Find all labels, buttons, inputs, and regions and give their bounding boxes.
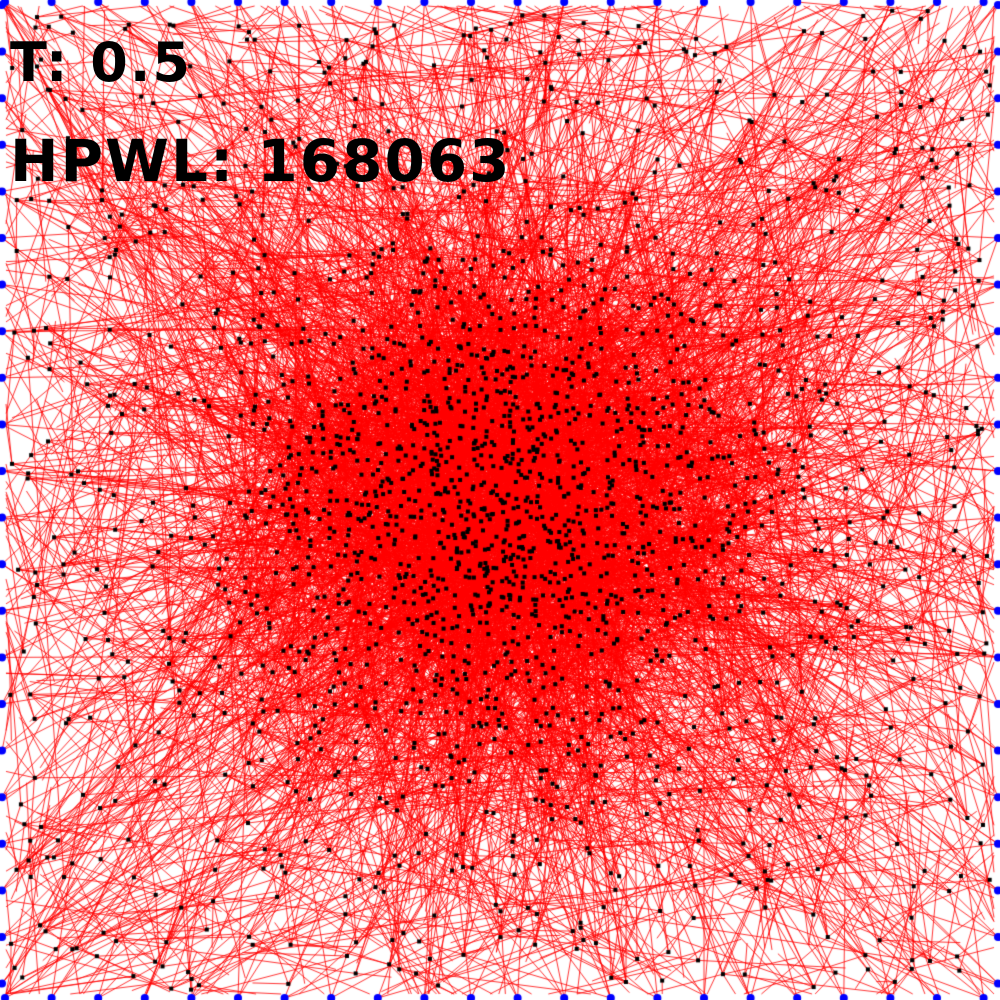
hpwl-label: HPWL: 168063 xyxy=(10,127,512,195)
temperature-label: T: 0.5 xyxy=(10,31,192,94)
